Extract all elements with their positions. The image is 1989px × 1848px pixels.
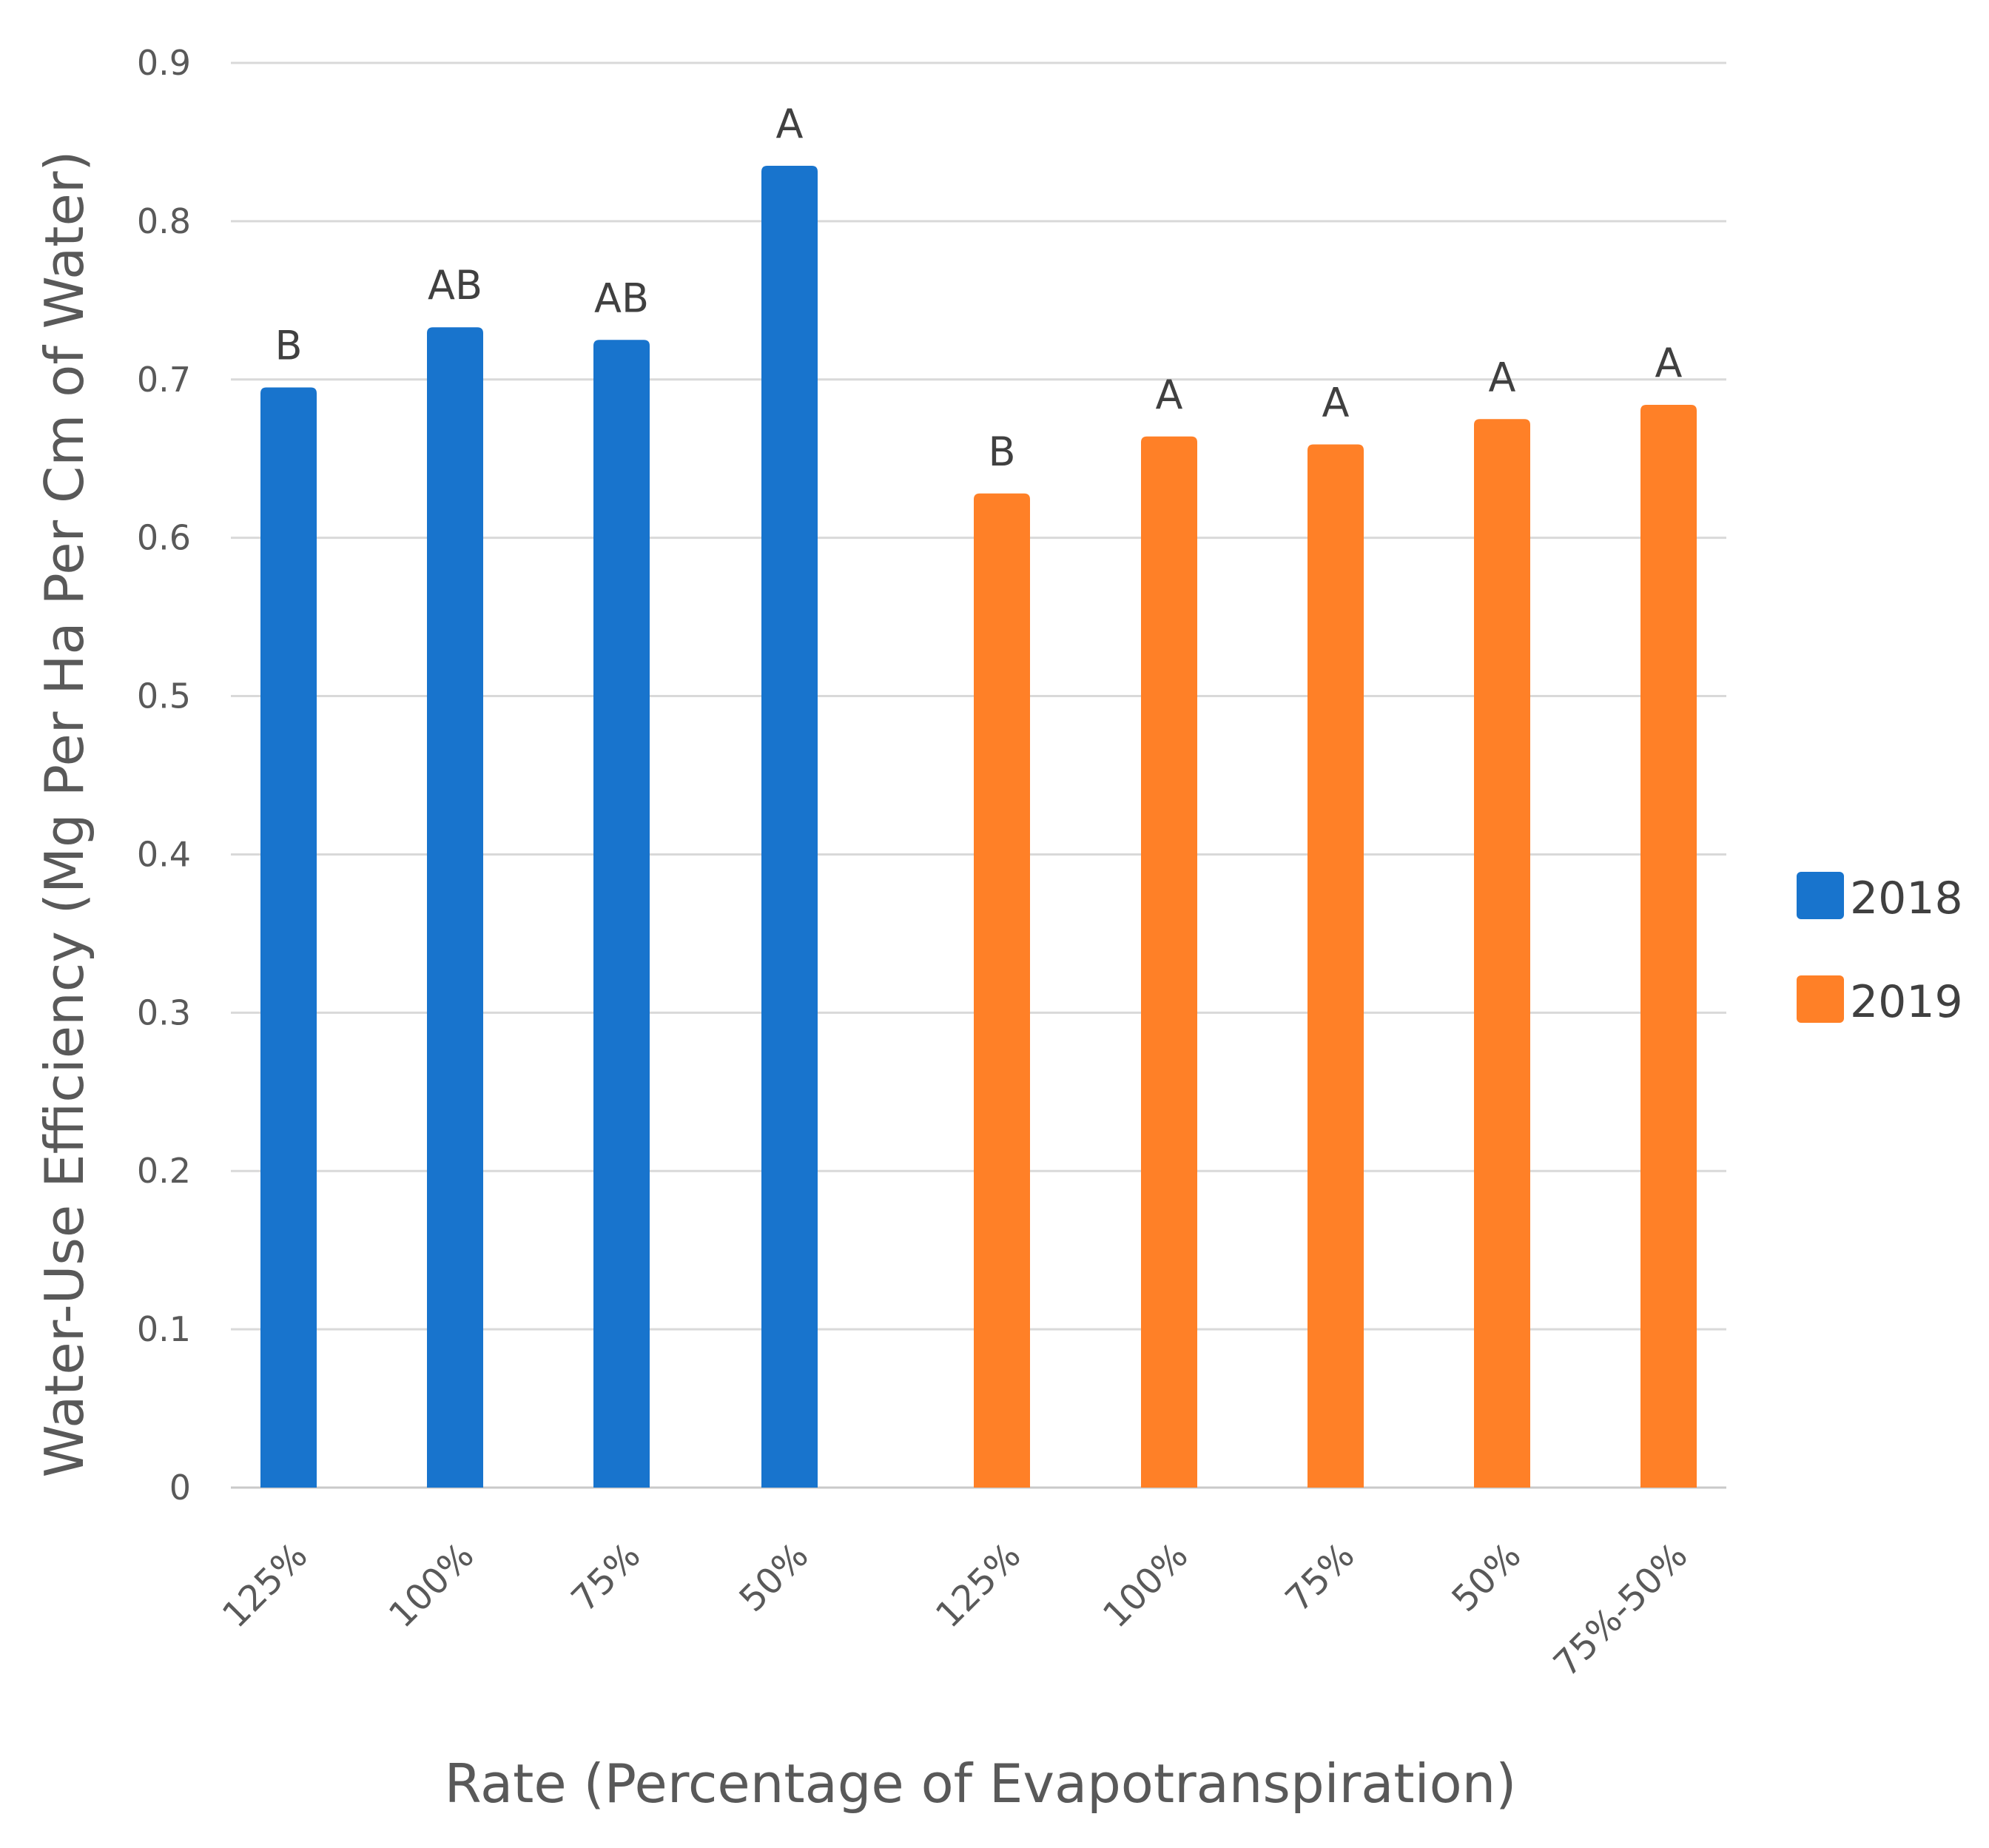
data-label-2019-4: A	[1655, 340, 1683, 386]
x-tick-label-2018-0: 125%	[215, 1535, 316, 1636]
legend-label-2019: 2019	[1850, 976, 1963, 1028]
legend-label-2018: 2018	[1850, 873, 1963, 924]
data-label-2019-3: A	[1489, 354, 1516, 400]
y-tick-label: 0.9	[137, 43, 191, 83]
y-tick-label: 0.4	[137, 834, 191, 874]
x-tick-label-2019-0: 125%	[928, 1535, 1029, 1636]
data-label-2019-0: B	[988, 429, 1015, 475]
x-tick-label-2019-1: 100%	[1095, 1535, 1197, 1636]
bar-2018-1	[427, 327, 483, 1488]
y-axis-title: Water-Use Efficiency (Mg Per Ha Per Cm o…	[33, 150, 95, 1477]
x-tick-label-2018-3: 50%	[731, 1535, 816, 1620]
data-label-2018-0: B	[275, 322, 302, 369]
x-tick-label-2019-2: 75%	[1277, 1535, 1362, 1620]
y-tick-label: 0.2	[137, 1151, 191, 1191]
legend-swatch-2019	[1797, 975, 1844, 1023]
data-label-2019-2: A	[1322, 379, 1350, 426]
legend-swatch-2018	[1797, 872, 1844, 919]
y-tick-label: 0.3	[137, 992, 191, 1032]
x-axis-ticks: 125% 100% 75% 50% 125% 100% 75% 50% 75%-50%	[215, 1535, 1696, 1685]
y-tick-label: 0.5	[137, 676, 191, 716]
y-tick-label: 0.8	[137, 201, 191, 241]
x-tick-label-2019-4: 75%-50%	[1546, 1535, 1696, 1685]
data-label-2018-1: AB	[428, 262, 482, 309]
y-tick-label: 0.1	[137, 1309, 191, 1349]
x-tick-label-2018-1: 100%	[381, 1535, 482, 1636]
data-label-2019-1: A	[1156, 372, 1183, 418]
bar-2019-4	[1640, 405, 1697, 1488]
bar-2019-1	[1141, 436, 1197, 1488]
legend: 2018 2019	[1797, 872, 1963, 1028]
data-label-2018-2: AB	[594, 275, 649, 321]
bar-2019-0	[974, 493, 1030, 1488]
bar-2018-0	[260, 387, 317, 1488]
bar-2018-2	[593, 340, 650, 1488]
bar-2018-3	[761, 166, 818, 1488]
y-tick-label: 0	[169, 1468, 191, 1508]
data-label-2018-3: A	[776, 101, 804, 147]
y-tick-label: 0.7	[137, 360, 191, 400]
x-tick-label-2019-3: 50%	[1444, 1535, 1529, 1620]
bars	[260, 166, 1697, 1488]
y-axis-ticks: 0 0.1 0.2 0.3 0.4 0.5 0.6 0.7 0.8 0.9	[137, 43, 191, 1508]
x-tick-label-2018-2: 75%	[563, 1535, 648, 1620]
bar-2019-2	[1308, 444, 1364, 1488]
bar-2019-3	[1474, 419, 1530, 1488]
x-axis-title: Rate (Percentage of Evapotranspiration)	[445, 1753, 1517, 1815]
y-tick-label: 0.6	[137, 518, 191, 558]
